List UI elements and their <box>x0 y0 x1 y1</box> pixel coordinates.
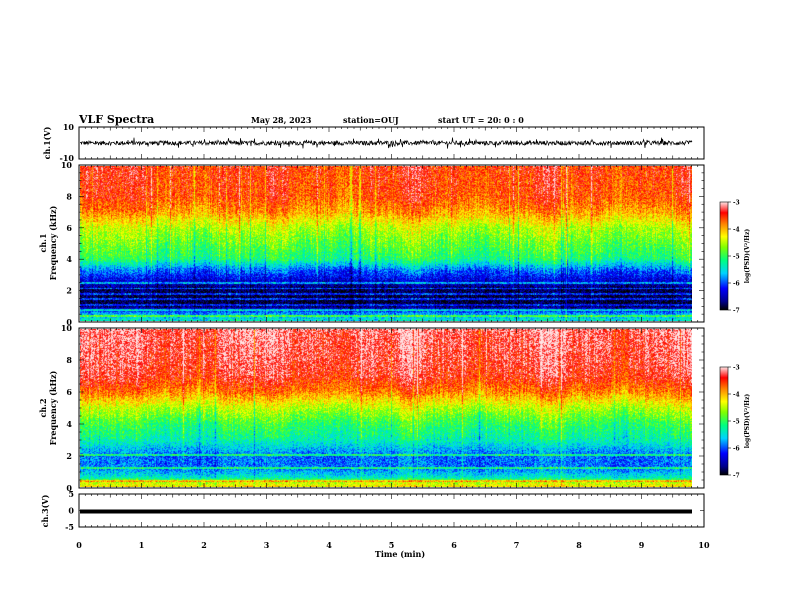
x-tick-label: 0 <box>76 540 82 550</box>
spec-ytick-label: 6 <box>66 387 72 397</box>
x-tick-label: 6 <box>451 540 457 550</box>
spec-ytick-label: 8 <box>66 191 72 201</box>
ch3-waveform-panel: -5 0 5 ch.3(V) <box>40 489 705 532</box>
ch1-wave-ylabel: ch.1(V) <box>42 126 52 159</box>
ch2-colorbar <box>719 366 729 476</box>
ch1-spec-ylabel-channel: ch.1 <box>38 233 48 252</box>
spec-ytick-label: 0 <box>66 317 72 327</box>
x-tick-label: 1 <box>139 540 145 550</box>
ch1-colorbar-label: log(PSD)(V²/Hz) <box>744 229 751 284</box>
ch1-spectrogram-yticks: 0 2 4 6 8 10 <box>61 160 704 327</box>
colorbar-tick-label: -3 <box>733 200 740 207</box>
ch1-colorbar-ticks: -3 -4 -5 -6 -7 <box>728 200 740 315</box>
ch1-ytick-top: 10 <box>63 122 75 132</box>
ch3-ytick-label: -5 <box>65 522 74 532</box>
ch1-ytick-bottom: -10 <box>60 153 75 163</box>
x-tick-label: 10 <box>698 540 710 550</box>
ch2-colorbar-label: log(PSD)(V²/Hz) <box>744 394 751 449</box>
ch2-spectrogram-yticks: 0 2 4 6 8 10 <box>61 323 704 493</box>
ch2-spec-ylabel-freq: Frequency (kHz) <box>48 370 58 445</box>
spec-ytick-label: 10 <box>61 323 73 333</box>
station-label: station=OUJ <box>343 115 399 125</box>
spec-ytick-label: 2 <box>66 286 72 296</box>
spec-ytick-label: 10 <box>61 160 73 170</box>
colorbar-tick-label: -5 <box>733 419 740 426</box>
ch1-colorbar <box>719 201 729 311</box>
x-tick-label: 9 <box>639 540 645 550</box>
colorbar-tick-label: -7 <box>733 473 740 480</box>
x-tick-label: 8 <box>576 540 582 550</box>
ch2-colorbar-ticks: -3 -4 -5 -6 -7 <box>728 365 740 480</box>
spec-ytick-label: 4 <box>66 254 72 264</box>
time-axis-ticks: 0 1 2 3 4 5 6 7 8 9 10 <box>76 127 710 550</box>
x-tick-label: 3 <box>264 540 270 550</box>
colorbar-tick-label: -4 <box>733 227 740 234</box>
ch1-waveform-trace <box>79 137 693 149</box>
ch3-ytick-label: 0 <box>68 506 74 516</box>
colorbar-tick-label: -7 <box>733 308 740 315</box>
ch1-spec-ylabel-freq: Frequency (kHz) <box>48 205 58 280</box>
x-tick-label: 2 <box>201 540 207 550</box>
chart-title: VLF Spectra <box>78 113 154 126</box>
date-label: May 28, 2023 <box>251 115 312 125</box>
spec-ytick-label: 6 <box>66 223 72 233</box>
spec-ytick-label: 0 <box>66 483 72 493</box>
start-time-label: start UT = 20: 0 : 0 <box>438 115 524 125</box>
spec-ytick-label: 8 <box>66 355 72 365</box>
ch3-ytick-label: 5 <box>68 489 74 499</box>
ch1-spectrogram-image <box>80 166 692 321</box>
colorbar-tick-label: -4 <box>733 392 740 399</box>
colorbar-tick-label: -6 <box>733 446 740 453</box>
spec-ytick-label: 4 <box>66 419 72 429</box>
x-tick-label: 5 <box>389 540 395 550</box>
x-tick-label: 4 <box>326 540 332 550</box>
time-axis-label: Time (min) <box>375 549 425 559</box>
ch2-spec-ylabel-channel: ch.2 <box>38 398 48 417</box>
spec-ytick-label: 2 <box>66 451 72 461</box>
ch3-waveform-yticks: -5 0 5 <box>65 489 704 532</box>
ch3-wave-ylabel: ch.3(V) <box>40 494 50 527</box>
colorbar-tick-label: -5 <box>733 254 740 261</box>
x-tick-label: 7 <box>514 540 520 550</box>
ch2-spectrogram-image <box>80 329 692 487</box>
colorbar-tick-label: -3 <box>733 365 740 372</box>
colorbar-tick-label: -6 <box>733 281 740 288</box>
